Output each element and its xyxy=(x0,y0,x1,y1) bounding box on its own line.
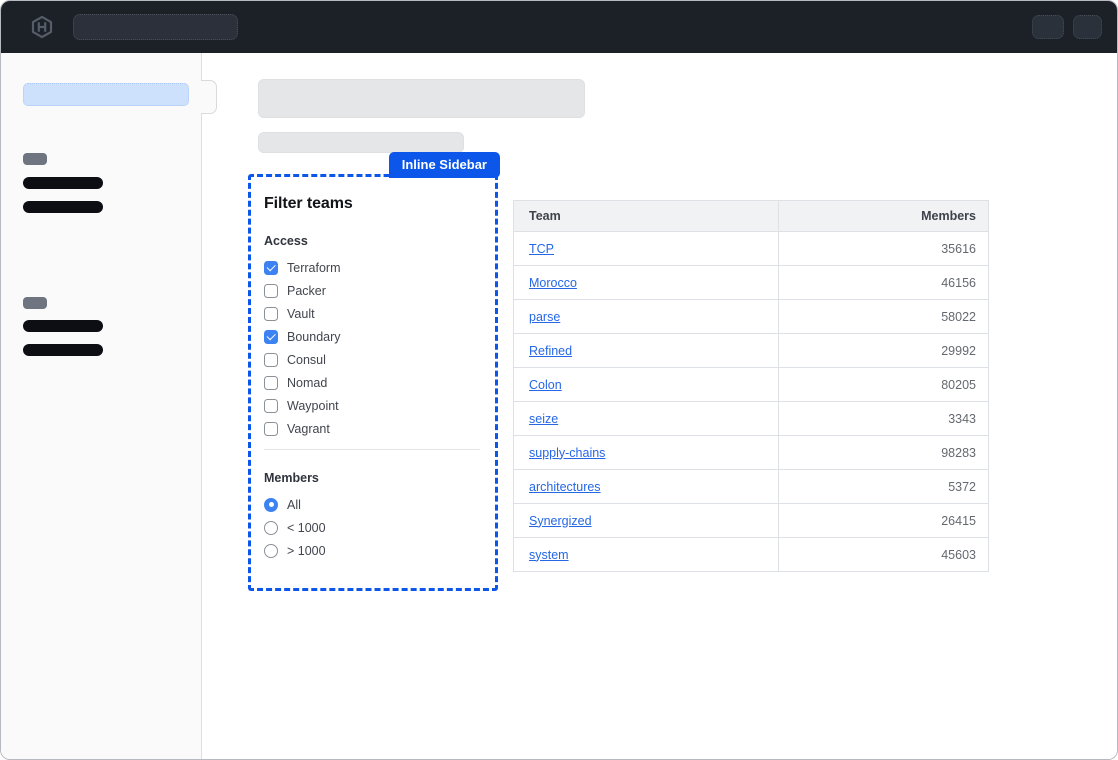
nav-action-skeleton xyxy=(1073,15,1102,39)
radio-label: < 1000 xyxy=(287,520,326,535)
checkbox-option-row[interactable]: Vagrant xyxy=(264,417,480,440)
page-title-skeleton xyxy=(258,79,585,118)
page-subtitle-skeleton xyxy=(258,132,464,153)
checkbox-label: Consul xyxy=(287,352,326,367)
members-count: 29992 xyxy=(777,333,990,368)
nav-action-skeleton xyxy=(1032,15,1064,39)
sidebar-nav xyxy=(1,53,217,759)
top-nav xyxy=(1,1,1117,53)
team-link[interactable]: seize xyxy=(529,411,559,426)
nav-actions xyxy=(1032,15,1102,39)
hashicorp-logo-icon xyxy=(29,14,55,40)
radio-option-row[interactable]: < 1000 xyxy=(264,516,480,539)
table-row: TCP 35616 xyxy=(513,231,990,266)
checkbox-label: Nomad xyxy=(287,375,328,390)
members-count: 98283 xyxy=(777,435,990,470)
team-link[interactable]: Morocco xyxy=(529,275,577,290)
checkbox[interactable] xyxy=(264,375,278,390)
radio-label: > 1000 xyxy=(287,543,326,558)
table-row: parse 58022 xyxy=(513,299,990,334)
checkbox-label: Boundary xyxy=(287,329,341,344)
members-count: 80205 xyxy=(777,367,990,402)
inline-sidebar-outline: Inline Sidebar Filter teams Access Terra… xyxy=(248,152,500,591)
members-count: 46156 xyxy=(777,265,990,300)
component-annotation-badge: Inline Sidebar xyxy=(388,152,500,178)
access-checkbox-list: Terraform Packer Vault Boundary xyxy=(264,256,480,440)
team-link[interactable]: Refined xyxy=(529,343,573,358)
table-row: Synergized 26415 xyxy=(513,503,990,538)
app-body: Inline Sidebar Filter teams Access Terra… xyxy=(1,53,1117,759)
members-count: 45603 xyxy=(777,537,990,572)
table-row: Morocco 46156 xyxy=(513,265,990,300)
checkbox-option-row[interactable]: Boundary xyxy=(264,325,480,348)
checkbox-label: Waypoint xyxy=(287,398,339,413)
checkbox-label: Packer xyxy=(287,283,326,298)
checkbox-option-row[interactable]: Waypoint xyxy=(264,394,480,417)
team-link[interactable]: system xyxy=(529,547,569,562)
checkbox-option-row[interactable]: Packer xyxy=(264,279,480,302)
team-link[interactable]: Synergized xyxy=(529,513,592,528)
members-group-label: Members xyxy=(264,471,319,485)
radio-label: All xyxy=(287,497,301,512)
checkbox[interactable] xyxy=(264,421,278,436)
sidebar-collapse-handle[interactable] xyxy=(201,80,217,114)
radio-button[interactable] xyxy=(264,520,278,535)
checkbox-option-row[interactable]: Consul xyxy=(264,348,480,371)
filter-panel-title: Filter teams xyxy=(264,195,353,212)
checkbox-label: Vault xyxy=(287,306,315,321)
radio-button[interactable] xyxy=(264,497,278,512)
table-row: system 45603 xyxy=(513,537,990,572)
checkbox[interactable] xyxy=(264,329,278,344)
checkbox-label: Terraform xyxy=(287,260,341,275)
teams-table: Team Members TCP 35616 Morocco 46156 par… xyxy=(513,200,990,572)
fieldset-divider xyxy=(264,449,480,450)
radio-option-row[interactable]: > 1000 xyxy=(264,539,480,562)
column-header-members: Members xyxy=(777,200,990,232)
table-row: Refined 29992 xyxy=(513,333,990,368)
checkbox[interactable] xyxy=(264,283,278,298)
column-header-team: Team xyxy=(513,200,779,232)
members-count: 3343 xyxy=(777,401,990,436)
team-link[interactable]: TCP xyxy=(529,241,554,256)
sidebar-nav-item-skeleton xyxy=(23,320,103,332)
table-row: architectures 5372 xyxy=(513,469,990,504)
checkbox-option-row[interactable]: Terraform xyxy=(264,256,480,279)
members-count: 5372 xyxy=(777,469,990,504)
sidebar-section-label-skeleton xyxy=(23,297,47,309)
members-count: 35616 xyxy=(777,231,990,266)
table-header-row: Team Members xyxy=(513,200,990,232)
checkbox[interactable] xyxy=(264,398,278,413)
team-link[interactable]: supply-chains xyxy=(529,445,606,460)
access-group-label: Access xyxy=(264,234,308,248)
checkbox-option-row[interactable]: Nomad xyxy=(264,371,480,394)
members-radio-list: All < 1000 > 1000 xyxy=(264,493,480,562)
checkbox[interactable] xyxy=(264,260,278,275)
filter-panel: Filter teams Access Terraform Packer xyxy=(251,177,495,562)
nav-search-skeleton xyxy=(73,14,238,40)
sidebar-nav-item-skeleton xyxy=(23,177,103,189)
checkbox-label: Vagrant xyxy=(287,421,330,436)
checkbox[interactable] xyxy=(264,352,278,367)
checkbox-option-row[interactable]: Vault xyxy=(264,302,480,325)
sidebar-section-label-skeleton xyxy=(23,153,47,165)
members-count: 26415 xyxy=(777,503,990,538)
team-link[interactable]: Colon xyxy=(529,377,562,392)
sidebar-nav-item-skeleton xyxy=(23,344,103,356)
table-row: supply-chains 98283 xyxy=(513,435,990,470)
team-link[interactable]: parse xyxy=(529,309,561,324)
sidebar-nav-item-skeleton xyxy=(23,201,103,213)
radio-button[interactable] xyxy=(264,543,278,558)
main-content: Inline Sidebar Filter teams Access Terra… xyxy=(202,53,1117,759)
table-row: Colon 80205 xyxy=(513,367,990,402)
sidebar-active-item-skeleton xyxy=(23,83,189,106)
members-count: 58022 xyxy=(777,299,990,334)
radio-option-row[interactable]: All xyxy=(264,493,480,516)
team-link[interactable]: architectures xyxy=(529,479,601,494)
checkbox[interactable] xyxy=(264,306,278,321)
table-row: seize 3343 xyxy=(513,401,990,436)
